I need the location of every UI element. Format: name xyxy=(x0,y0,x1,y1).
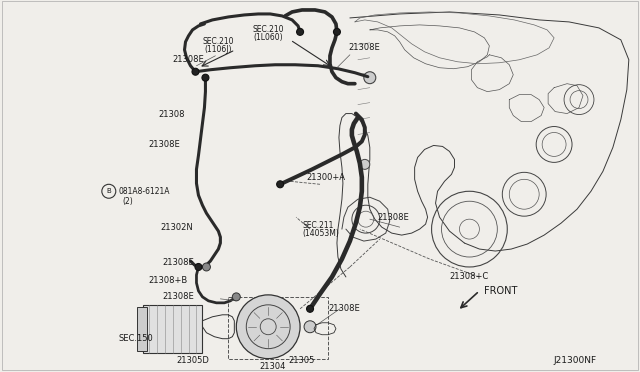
Circle shape xyxy=(202,263,211,271)
Bar xyxy=(143,305,202,353)
Text: 21308+C: 21308+C xyxy=(449,272,489,282)
Text: 21308E: 21308E xyxy=(173,55,204,64)
Text: 21308E: 21308E xyxy=(148,140,180,149)
Text: 21305: 21305 xyxy=(288,356,314,365)
Text: B: B xyxy=(106,188,111,194)
Circle shape xyxy=(276,181,284,188)
Text: 21302N: 21302N xyxy=(161,222,193,232)
Text: 21304: 21304 xyxy=(259,362,285,371)
Text: (1106J): (1106J) xyxy=(205,45,232,54)
Text: 081A8-6121A: 081A8-6121A xyxy=(119,187,170,196)
Text: 21308E: 21308E xyxy=(328,304,360,313)
Text: SEC.210: SEC.210 xyxy=(252,25,284,34)
Text: J21300NF: J21300NF xyxy=(554,356,597,365)
Circle shape xyxy=(307,305,314,312)
Bar xyxy=(228,297,328,359)
Text: 21305D: 21305D xyxy=(176,356,209,365)
Circle shape xyxy=(236,295,300,359)
Text: SEC.150: SEC.150 xyxy=(119,334,154,343)
Text: 21308E: 21308E xyxy=(163,292,195,301)
Circle shape xyxy=(195,263,202,270)
Circle shape xyxy=(192,68,199,75)
Text: 21300+A: 21300+A xyxy=(306,173,345,182)
Text: SEC.211: SEC.211 xyxy=(302,221,333,230)
Circle shape xyxy=(296,28,303,35)
Text: FRONT: FRONT xyxy=(484,286,518,296)
Circle shape xyxy=(202,74,209,81)
Text: 21308E: 21308E xyxy=(163,259,195,267)
Circle shape xyxy=(304,321,316,333)
Text: 21308: 21308 xyxy=(159,110,185,119)
Bar xyxy=(137,307,147,351)
Text: 21308E: 21308E xyxy=(348,43,380,52)
Circle shape xyxy=(360,159,370,169)
Text: 21308E: 21308E xyxy=(378,213,410,222)
Text: (2): (2) xyxy=(123,197,134,206)
Circle shape xyxy=(364,72,376,84)
Text: (1L060): (1L060) xyxy=(253,33,283,42)
Circle shape xyxy=(232,293,240,301)
Text: 21308+B: 21308+B xyxy=(148,276,188,285)
Text: (14053M): (14053M) xyxy=(302,229,339,238)
Text: SEC.210: SEC.210 xyxy=(203,37,234,46)
Circle shape xyxy=(333,28,340,35)
